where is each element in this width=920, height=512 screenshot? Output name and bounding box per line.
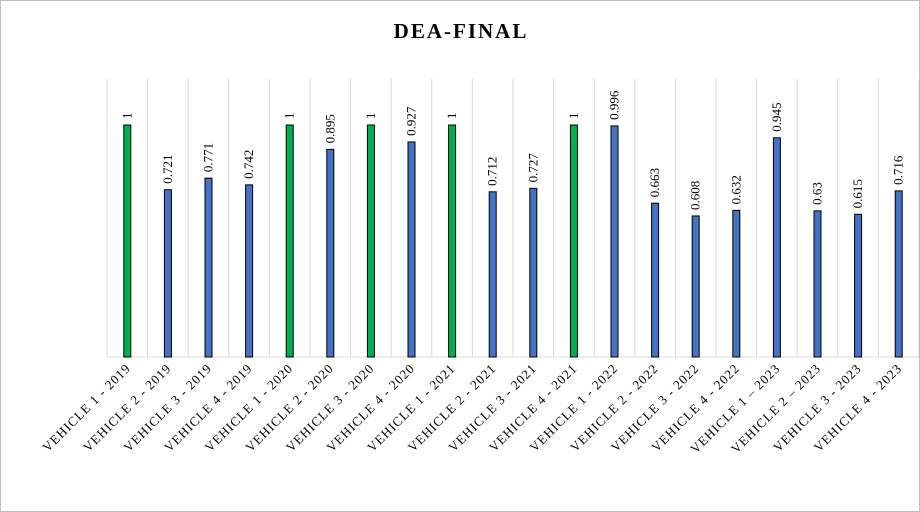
bar-16 <box>732 209 741 358</box>
data-label-7: 1 <box>363 113 378 120</box>
bar-10 <box>488 191 497 358</box>
bar-8 <box>407 141 416 358</box>
data-label-12: 1 <box>566 113 581 120</box>
data-label-4: 0.742 <box>241 150 256 179</box>
data-label-19: 0.615 <box>850 179 865 208</box>
bar-11 <box>529 187 538 358</box>
bar-14 <box>651 202 660 358</box>
data-label-1: 1 <box>119 113 134 120</box>
data-label-9: 1 <box>444 113 459 120</box>
bar-18 <box>813 210 822 358</box>
data-label-10: 0.712 <box>485 157 500 186</box>
data-label-5: 1 <box>282 113 297 120</box>
bar-6 <box>326 148 335 358</box>
grid-layer <box>106 79 919 358</box>
bar-12 <box>569 124 578 358</box>
data-label-11: 0.727 <box>525 153 540 183</box>
data-label-14: 0.663 <box>647 168 662 197</box>
bar-7 <box>366 124 375 358</box>
data-label-6: 0.895 <box>322 114 337 143</box>
bar-13 <box>610 125 619 358</box>
data-label-16: 0.632 <box>728 175 743 204</box>
data-label-2: 0.721 <box>160 154 175 183</box>
data-label-15: 0.608 <box>688 181 703 210</box>
bar-15 <box>691 215 700 358</box>
bar-19 <box>854 213 863 358</box>
bar-9 <box>448 124 457 358</box>
data-label-8: 0.927 <box>404 106 419 136</box>
data-label-13: 0.996 <box>607 90 622 120</box>
value-label-layer: 1 0.721 0.771 0.742 1 0.895 1 0.927 1 0.712 0.727 1… <box>119 90 905 210</box>
bar-1 <box>123 124 132 358</box>
bar-17 <box>772 137 781 358</box>
data-label-3: 0.771 <box>201 143 216 172</box>
data-label-18: 0.63 <box>810 182 825 205</box>
data-label-17: 0.945 <box>769 103 784 132</box>
chart-title: DEA-FINAL <box>393 19 529 43</box>
data-label-20: 0.716 <box>891 155 906 185</box>
bar-layer <box>123 124 903 358</box>
bar-5 <box>285 124 294 358</box>
bar-3 <box>204 177 213 358</box>
bar-4 <box>245 184 254 358</box>
bar-20 <box>894 190 903 358</box>
bar-2 <box>163 189 172 358</box>
